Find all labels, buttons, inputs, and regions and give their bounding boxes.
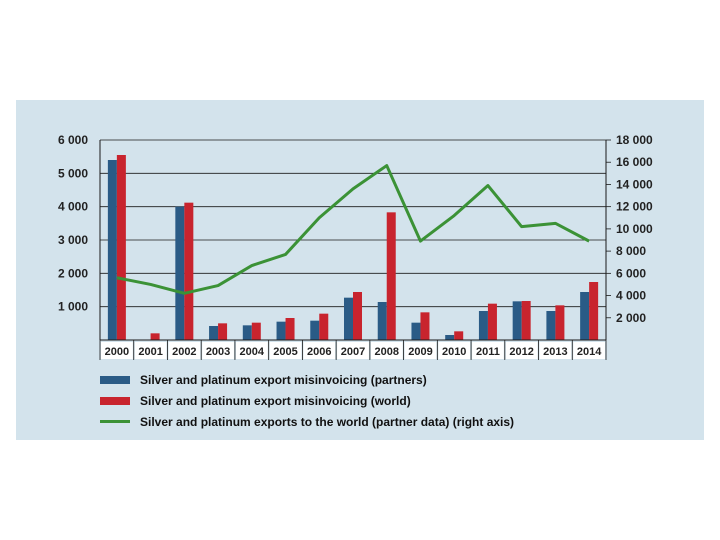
right-axis-tick-label: 6 000 xyxy=(616,266,646,280)
bar-world-2000 xyxy=(116,155,126,340)
right-axis-tick-label: 16 000 xyxy=(616,155,653,169)
right-axis-tick-label: 10 000 xyxy=(616,222,653,236)
x-tick-label: 2013 xyxy=(543,346,567,358)
x-tick-label: 2001 xyxy=(138,346,162,358)
legend-label-world: Silver and platinum export misinvoicing … xyxy=(140,393,411,408)
right-axis-tick-label: 18 000 xyxy=(616,133,653,147)
x-tick-box xyxy=(235,342,268,359)
left-axis-ticks: 1 000 2 000 3 000 4 000 5 000 6 000 xyxy=(58,133,88,314)
x-tick-label: 2008 xyxy=(374,346,398,358)
bar-partners-2004 xyxy=(242,325,252,340)
x-tick-box xyxy=(438,342,471,359)
x-tick-label: 2002 xyxy=(172,346,196,358)
x-tick-box xyxy=(101,342,133,359)
bar-world-2008 xyxy=(386,212,396,340)
right-axis-tick-label: 4 000 xyxy=(616,289,646,303)
x-tick-label: 2009 xyxy=(408,346,432,358)
right-axis-ticks: 2 000 4 000 6 000 8 000 10 000 12 000 14 000 16… xyxy=(606,133,653,325)
right-axis-tick-label: 8 000 xyxy=(616,244,646,258)
legend-item-exports: Silver and platinum exports to the world… xyxy=(100,411,514,432)
bar-world-2001 xyxy=(150,333,160,340)
x-tick-box xyxy=(505,342,538,359)
left-axis-tick-label: 3 000 xyxy=(58,233,88,247)
legend-label-partners: Silver and platinum export misinvoicing … xyxy=(140,372,427,387)
x-tick-label: 2005 xyxy=(273,346,297,358)
x-tick-box xyxy=(404,342,437,359)
x-tick-box xyxy=(134,342,167,359)
left-axis-tick-label: 4 000 xyxy=(58,200,88,214)
bar-world-2005 xyxy=(285,318,295,340)
bar-partners-2009 xyxy=(411,322,421,340)
bar-world-2010 xyxy=(454,331,464,340)
x-tick-label: 2006 xyxy=(307,346,331,358)
x-tick-box xyxy=(202,342,234,359)
chart-panel: 1 000 2 000 3 000 4 000 5 000 6 000 2 000 4 00… xyxy=(16,100,704,440)
bar-partners-2000 xyxy=(107,160,117,340)
bar-partners-2002 xyxy=(175,206,185,340)
line-exports-to-world xyxy=(116,164,590,295)
bar-world-2009 xyxy=(420,312,430,340)
x-tick-box xyxy=(573,342,605,359)
x-tick-box xyxy=(370,342,403,359)
bar-partners-2005 xyxy=(276,321,286,340)
combo-chart: 1 000 2 000 3 000 4 000 5 000 6 000 2 000 4 00… xyxy=(58,133,653,360)
legend: Silver and platinum export misinvoicing … xyxy=(100,369,514,432)
bar-partners-2003 xyxy=(209,326,219,340)
line-series xyxy=(116,164,590,295)
right-axis-tick-label: 12 000 xyxy=(616,200,653,214)
legend-item-partners: Silver and platinum export misinvoicing … xyxy=(100,369,514,390)
x-tick-box xyxy=(472,342,504,359)
bar-world-2002 xyxy=(184,202,194,340)
x-tick-label: 2007 xyxy=(341,346,365,358)
right-axis-tick-label: 2 000 xyxy=(616,311,646,325)
bar-partners-2010 xyxy=(445,335,455,340)
x-tick-label: 2014 xyxy=(577,346,602,358)
x-tick-box xyxy=(539,342,572,359)
bar-world-2011 xyxy=(487,303,497,340)
bar-world-2014 xyxy=(589,282,599,340)
bar-world-2004 xyxy=(251,322,261,340)
bar-partners-2013 xyxy=(546,311,556,340)
right-axis-tick-label: 14 000 xyxy=(616,177,653,191)
bar-partners-2007 xyxy=(344,297,353,340)
bar-world-2007 xyxy=(353,292,362,340)
bar-partners-2006 xyxy=(310,320,320,340)
legend-swatch-world xyxy=(100,396,130,405)
x-tick-label: 2012 xyxy=(509,346,533,358)
bar-partners-2014 xyxy=(580,292,590,340)
bar-partners-2011 xyxy=(478,311,488,340)
x-tick-label: 2011 xyxy=(476,346,500,358)
x-tick-box xyxy=(269,342,302,359)
left-axis-tick-label: 6 000 xyxy=(58,133,88,147)
x-tick-box xyxy=(168,342,201,359)
x-tick-label: 2010 xyxy=(442,346,466,358)
bar-world-2013 xyxy=(555,305,565,340)
x-tick-label: 2000 xyxy=(105,346,129,358)
bar-world-2003 xyxy=(218,323,228,340)
bar-series xyxy=(107,155,599,340)
bar-world-2012 xyxy=(521,301,531,340)
left-axis-tick-label: 2 000 xyxy=(58,266,88,280)
legend-item-world: Silver and platinum export misinvoicing … xyxy=(100,390,514,411)
bar-world-2006 xyxy=(319,313,329,340)
legend-swatch-exports xyxy=(100,420,130,423)
axes xyxy=(99,140,607,341)
left-axis-tick-label: 5 000 xyxy=(58,166,88,180)
bar-partners-2012 xyxy=(512,301,522,340)
x-tick-label: 2004 xyxy=(240,346,265,358)
x-tick-box xyxy=(337,342,369,359)
x-axis-ticks: 2000 2001 2002 2003 2004 2005 2006 2007 2008 2009… xyxy=(99,340,607,360)
bar-partners-2008 xyxy=(377,302,387,340)
legend-swatch-partners xyxy=(100,375,130,384)
x-tick-box xyxy=(303,342,336,359)
x-tick-label: 2003 xyxy=(206,346,230,358)
left-axis-tick-label: 1 000 xyxy=(58,300,88,314)
legend-label-exports: Silver and platinum exports to the world… xyxy=(140,414,515,429)
